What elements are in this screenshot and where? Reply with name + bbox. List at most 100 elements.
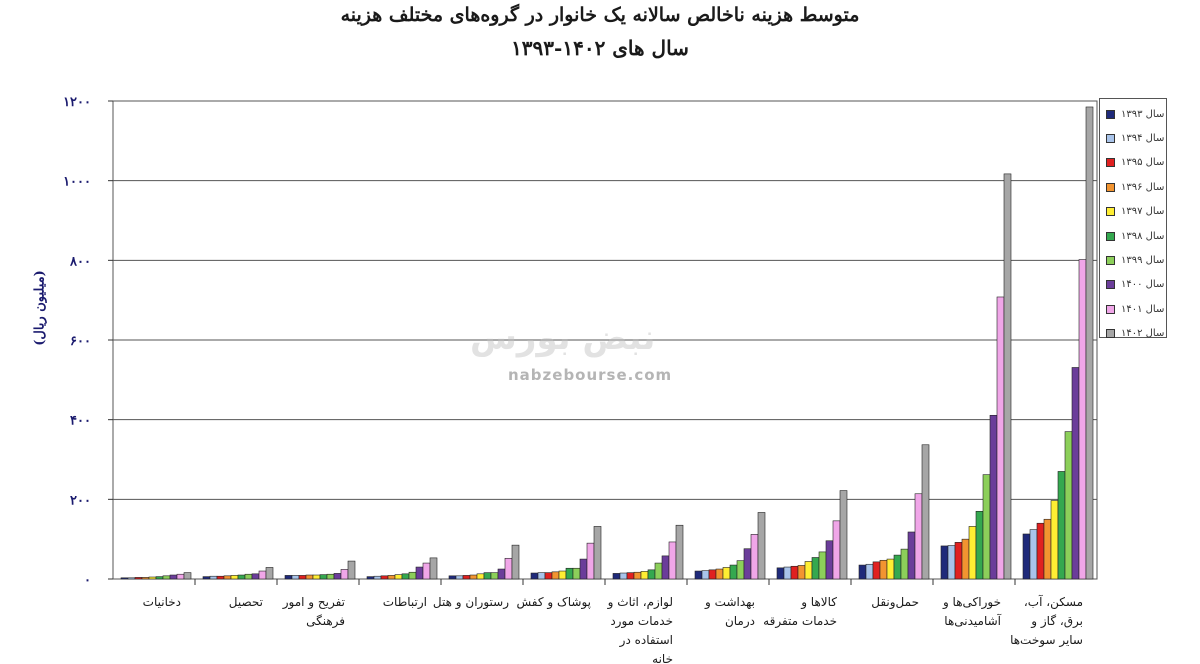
bar xyxy=(783,566,792,580)
bar xyxy=(1057,471,1066,580)
bar xyxy=(757,512,766,580)
bar xyxy=(490,572,499,580)
y-tick-label: ۶۰۰ xyxy=(70,334,91,349)
bar xyxy=(675,524,684,580)
bar xyxy=(900,548,909,580)
bar xyxy=(743,548,752,580)
bar xyxy=(551,571,560,580)
bar xyxy=(333,573,342,580)
bar xyxy=(141,577,150,580)
bar xyxy=(401,573,410,580)
bar xyxy=(469,574,478,580)
legend-swatch xyxy=(1106,256,1115,266)
legend-item: سال ۱۳۹۷ xyxy=(1106,200,1166,224)
bar xyxy=(483,572,492,580)
bar xyxy=(1029,529,1038,580)
bar xyxy=(537,572,546,580)
bar xyxy=(448,575,457,580)
bar xyxy=(394,574,403,580)
bar xyxy=(914,493,923,580)
x-tick-label: تفریح و امور فرهنگی xyxy=(282,595,345,629)
bar xyxy=(640,571,649,580)
bar xyxy=(347,560,356,580)
x-tick-label: دخانیات xyxy=(143,595,181,609)
bar xyxy=(1043,518,1052,580)
x-tick-label: خوراکی‌ها و آشامیدنی‌ها xyxy=(942,595,1002,628)
x-tick-label: بهداشت و درمان xyxy=(704,595,755,629)
legend-swatch xyxy=(1106,329,1115,339)
bar xyxy=(1050,500,1059,580)
bar xyxy=(258,570,267,580)
legend-label: سال ۱۴۰۰ xyxy=(1121,279,1165,291)
y-tick-label: ۴۰۰ xyxy=(70,414,91,429)
bar xyxy=(661,555,670,580)
legend-item: سال ۱۳۹۳ xyxy=(1106,102,1166,126)
bar xyxy=(373,575,382,580)
bar xyxy=(982,474,991,580)
bar xyxy=(811,557,820,580)
bar xyxy=(298,575,307,580)
bar xyxy=(455,575,464,580)
bar xyxy=(961,538,970,580)
bar xyxy=(872,561,881,580)
x-tick-label: پوشاک و کفش xyxy=(517,595,592,610)
bar xyxy=(1085,106,1094,580)
x-tick-label: حمل‌ونقل xyxy=(871,595,919,610)
legend-swatch xyxy=(1106,134,1115,144)
bar xyxy=(511,544,520,580)
bar xyxy=(340,569,349,580)
bar xyxy=(230,575,239,580)
bar xyxy=(858,564,867,580)
bar xyxy=(209,575,218,580)
bar xyxy=(120,577,129,580)
legend-swatch xyxy=(1106,158,1115,168)
bar xyxy=(940,545,949,580)
legend-item: سال ۱۳۹۸ xyxy=(1106,224,1166,248)
bar xyxy=(886,558,895,580)
bar xyxy=(183,572,192,580)
bar xyxy=(504,557,513,580)
bar xyxy=(326,573,335,580)
legend-label: سال ۱۳۹۷ xyxy=(1121,206,1165,218)
bar xyxy=(134,577,143,580)
chart-legend: سال ۱۳۹۳ سال ۱۳۹۴ سال ۱۳۹۵ سال ۱۳۹۶ سال ۱۳۹۷… xyxy=(1099,98,1167,339)
x-tick-label: رستوران و هتل xyxy=(433,595,509,610)
bar xyxy=(947,545,956,580)
bar xyxy=(633,571,642,580)
legend-item: سال ۱۴۰۱ xyxy=(1106,297,1166,321)
bar xyxy=(694,570,703,580)
bar xyxy=(975,510,984,580)
bar xyxy=(305,574,314,580)
bar xyxy=(626,572,635,580)
bar xyxy=(319,574,328,580)
bar xyxy=(654,562,663,580)
bar xyxy=(176,573,185,580)
bar xyxy=(579,558,588,580)
bar xyxy=(169,574,178,580)
bar xyxy=(251,573,260,580)
bar xyxy=(429,557,438,580)
chart-subtitle: سال های ۱۴۰۲-۱۳۹۳ xyxy=(511,36,689,60)
bar xyxy=(312,574,321,580)
x-tick-label: ارتباطات xyxy=(383,595,427,610)
legend-swatch xyxy=(1106,109,1115,119)
legend-label: سال ۱۳۹۸ xyxy=(1121,230,1165,242)
x-tick-label: تحصیل xyxy=(229,595,263,609)
watermark-site: nabzebourse.com xyxy=(508,366,673,384)
bar xyxy=(839,490,848,580)
y-tick-label: ۲۰۰ xyxy=(70,493,91,508)
bar xyxy=(865,563,874,580)
bar xyxy=(1022,533,1031,580)
bar xyxy=(155,576,164,580)
bar xyxy=(127,577,136,580)
bar xyxy=(797,565,806,580)
bar xyxy=(415,566,424,580)
legend-label: سال ۱۳۹۵ xyxy=(1121,157,1165,169)
bar xyxy=(284,575,293,580)
bar xyxy=(530,572,539,580)
legend-item: سال ۱۳۹۵ xyxy=(1106,151,1166,175)
bar xyxy=(921,444,930,580)
bar xyxy=(989,414,998,580)
bar xyxy=(907,531,916,580)
bar xyxy=(832,520,841,580)
